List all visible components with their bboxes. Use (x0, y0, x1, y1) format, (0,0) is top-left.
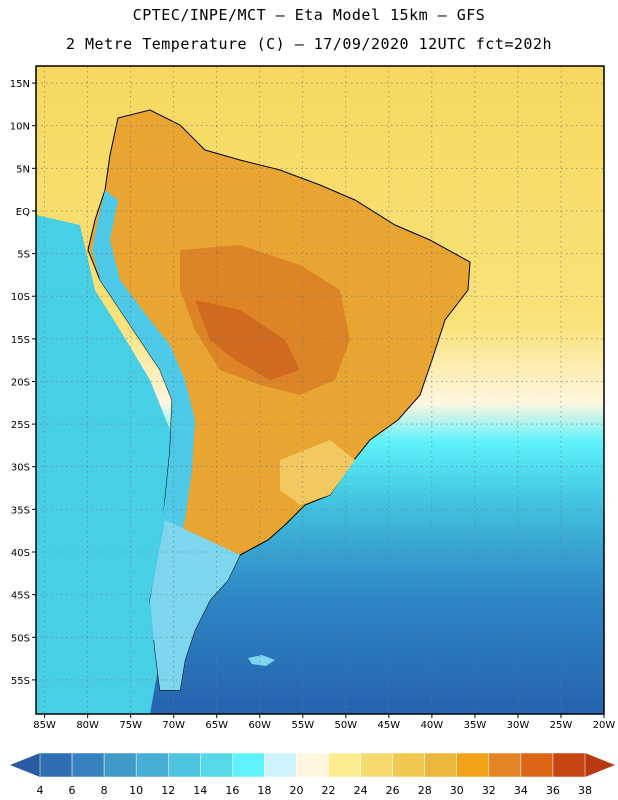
legend-color-box (456, 752, 490, 778)
legend-color-box (264, 752, 297, 778)
lon-tick-label: 55W (291, 720, 314, 731)
legend-color-box (103, 752, 137, 778)
legend-label: 22 (322, 784, 336, 797)
legend-color-box (232, 752, 265, 778)
lat-tick-label: 15N (10, 79, 30, 90)
longitude-axis: 85W 80W 75W 70W 65W 60W 55W 50W 45W 40W 35W 30W 25W 2… (33, 714, 615, 731)
legend-color-box (167, 752, 201, 778)
graticule (36, 66, 605, 714)
latitude-axis: 15N 10N 5N EQ 5S 10S 15S 20S 25S 30S 35S 40S 45S 50S 5… (10, 79, 36, 687)
legend-color-box (328, 752, 361, 778)
pacific-cold-water (36, 215, 175, 714)
legend-label: 34 (514, 784, 528, 797)
lon-tick-label: 65W (205, 720, 228, 731)
legend-label: 10 (129, 784, 143, 797)
legend-label: 4 (37, 784, 44, 797)
legend-color-box (200, 752, 233, 778)
legend-label: 14 (193, 784, 207, 797)
legend-color-box (392, 752, 425, 778)
legend-label: 8 (101, 784, 108, 797)
legend-label: 18 (257, 784, 271, 797)
interior-hot-zone (180, 245, 350, 395)
lon-tick-label: 60W (248, 720, 271, 731)
map-title-line2: 2 Metre Temperature (C) – 17/09/2020 12U… (65, 35, 553, 53)
patagonia-cool-zone (150, 520, 240, 690)
legend-label: 28 (418, 784, 432, 797)
lon-tick-label: 40W (421, 720, 444, 731)
legend-right-arrow (585, 753, 615, 777)
falkland-islands (248, 655, 275, 666)
legend-color-box (520, 752, 554, 778)
legend-color-boxes (39, 752, 586, 778)
map-panel: 15N 10N 5N EQ 5S 10S 15S 20S 25S 30S 35S 40S 45S 50S 5… (10, 65, 615, 731)
map-frame (35, 65, 605, 715)
legend-label: 38 (578, 784, 592, 797)
legend-label: 20 (289, 784, 303, 797)
legend-labels: 4 6 8 10 12 14 16 18 20 22 24 26 28 30 32 34 36 38 (37, 784, 593, 797)
legend-left-arrow (10, 753, 40, 777)
lat-tick-label: 35S (11, 505, 30, 516)
lat-tick-label: 5N (16, 164, 30, 175)
legend-label: 24 (354, 784, 368, 797)
legend-label: 30 (450, 784, 464, 797)
lat-tick-label: 45S (11, 591, 30, 602)
legend-label: 16 (225, 784, 239, 797)
legend-label: 36 (546, 784, 560, 797)
legend-color-box (424, 752, 458, 778)
legend-color-box (488, 752, 522, 778)
lon-tick-label: 45W (378, 720, 401, 731)
lat-tick-label: 50S (11, 633, 30, 644)
lat-tick-label: 40S (11, 548, 30, 559)
lat-tick-label: 10N (10, 122, 30, 133)
map-plot-area (36, 66, 604, 714)
legend-color-box (296, 752, 329, 778)
legend-label: 32 (482, 784, 496, 797)
lon-tick-label: 85W (33, 720, 56, 731)
lon-tick-label: 75W (119, 720, 142, 731)
legend-color-box (71, 752, 105, 778)
legend-color-box (39, 752, 73, 778)
lon-tick-label: 30W (507, 720, 530, 731)
legend-color-box (135, 752, 169, 778)
lat-tick-label: 30S (11, 463, 30, 474)
interior-hottest-zone (195, 300, 300, 380)
lon-tick-label: 70W (162, 720, 185, 731)
map-title-line1: CPTEC/INPE/MCT – Eta Model 15km – GFS (132, 6, 486, 24)
lat-tick-label: 5S (17, 250, 30, 261)
lon-tick-label: 50W (335, 720, 358, 731)
lat-tick-label: 10S (11, 292, 30, 303)
southern-brazil-mild-zone (280, 440, 355, 505)
lat-tick-label: 15S (11, 335, 30, 346)
lat-tick-label: 25S (11, 420, 30, 431)
lon-tick-label: 35W (464, 720, 487, 731)
legend-color-box (360, 752, 393, 778)
lat-tick-label: EQ (16, 207, 30, 218)
color-legend: 4 6 8 10 12 14 16 18 20 22 24 26 28 30 32 34 36 38 (10, 752, 615, 797)
legend-label: 12 (161, 784, 175, 797)
legend-label: 6 (69, 784, 76, 797)
lat-tick-label: 20S (11, 377, 30, 388)
legend-color-box (552, 752, 586, 778)
legend-label: 26 (386, 784, 400, 797)
lon-tick-label: 25W (550, 720, 573, 731)
lon-tick-label: 20W (593, 720, 616, 731)
lat-tick-label: 55S (11, 676, 30, 687)
lon-tick-label: 80W (76, 720, 99, 731)
